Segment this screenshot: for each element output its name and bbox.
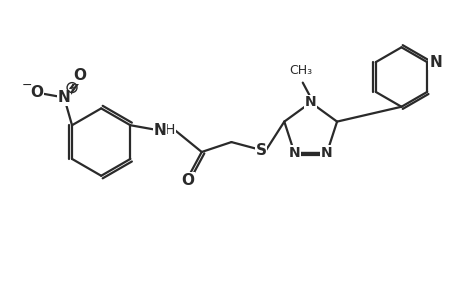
Text: −: − — [21, 79, 32, 92]
Text: +: + — [68, 83, 75, 92]
Text: O: O — [30, 85, 43, 100]
Text: N: N — [428, 55, 441, 70]
Text: CH₃: CH₃ — [289, 64, 312, 77]
Text: H: H — [164, 123, 175, 137]
Text: N: N — [58, 90, 70, 105]
Text: N: N — [304, 95, 316, 110]
Text: O: O — [73, 68, 86, 83]
Text: N: N — [320, 146, 332, 160]
Text: N: N — [288, 146, 300, 160]
Text: N: N — [153, 123, 166, 138]
Text: O: O — [181, 173, 194, 188]
Text: S: S — [255, 142, 266, 158]
